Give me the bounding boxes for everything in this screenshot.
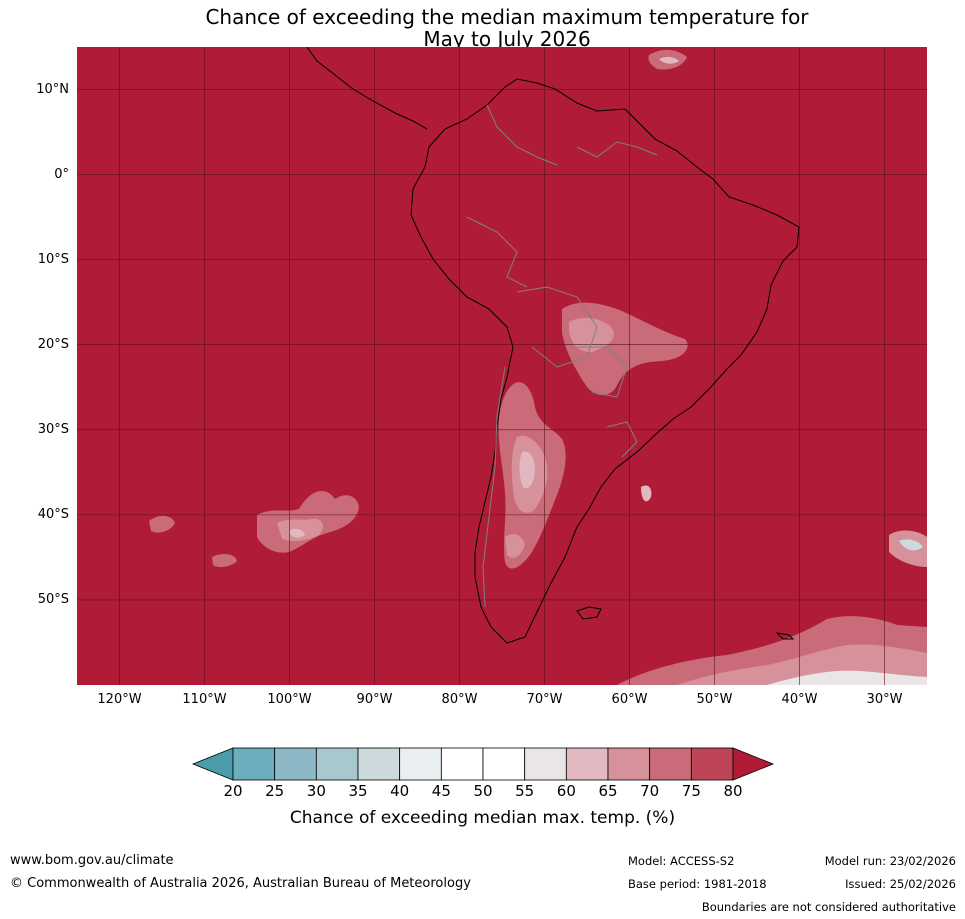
footer-issued: Issued: 25/02/2026 bbox=[845, 877, 956, 891]
longitude-label: 60°W bbox=[611, 692, 648, 707]
colorbar-bin bbox=[482, 747, 526, 781]
coastlines bbox=[306, 47, 800, 644]
colorbar-tick-label: 55 bbox=[515, 782, 535, 800]
colorbar-tick-label: 25 bbox=[265, 782, 285, 800]
longitude-label: 110°W bbox=[182, 692, 227, 707]
longitude-label: 40°W bbox=[781, 692, 818, 707]
border-guianas bbox=[576, 141, 658, 158]
latitude-label: 10°N bbox=[36, 81, 69, 97]
contour-patch-atlantic-north-inner bbox=[659, 56, 679, 64]
latitude-label: 40°S bbox=[37, 506, 69, 522]
colorbar-svg bbox=[191, 747, 775, 781]
border-argentina-chile bbox=[482, 366, 506, 608]
colorbar-label: Chance of exceeding median max. temp. (%… bbox=[289, 808, 676, 828]
border-bolivia bbox=[516, 286, 598, 368]
footer-base-period: Base period: 1981-2018 bbox=[628, 877, 767, 891]
colorbar-bin bbox=[565, 747, 609, 781]
contour-patch-patagonia bbox=[505, 534, 525, 558]
latitude-label: 10°S bbox=[37, 251, 69, 267]
latitude-label: 0° bbox=[54, 166, 69, 182]
contour-patch-southeast-pacific-core bbox=[289, 528, 305, 538]
longitude-label: 120°W bbox=[97, 692, 142, 707]
latitude-label: 20°S bbox=[37, 336, 69, 352]
contour-patch-west-pacific bbox=[149, 515, 175, 533]
footer-website: www.bom.gov.au/climate bbox=[10, 853, 174, 868]
country-borders bbox=[466, 104, 658, 608]
colorbar-bin bbox=[524, 747, 567, 781]
colorbar-above-arrow bbox=[732, 747, 775, 781]
colorbar-tick-label: 80 bbox=[723, 782, 743, 800]
coastline-south-america bbox=[410, 78, 800, 644]
border-uruguay bbox=[606, 421, 638, 458]
contour-patch-falklands-east bbox=[641, 485, 652, 502]
contour-patch-south-atlantic-east-inner bbox=[899, 539, 923, 551]
footer-copyright: © Commonwealth of Australia 2026, Austra… bbox=[10, 876, 471, 891]
coastline-south-georgia bbox=[775, 632, 795, 640]
colorbar-tick-label: 30 bbox=[306, 782, 326, 800]
colorbar-bin bbox=[607, 747, 651, 781]
colorbar-tick-label: 65 bbox=[598, 782, 618, 800]
map-title-line-1: Chance of exceeding the median maximum t… bbox=[205, 5, 809, 29]
colorbar-tick-label: 35 bbox=[348, 782, 368, 800]
colorbar-bin bbox=[357, 747, 401, 781]
latitude-label: 30°S bbox=[37, 421, 69, 437]
forecast-map bbox=[77, 47, 927, 685]
latitude-label: 50°S bbox=[37, 591, 69, 607]
coastline-central-america bbox=[306, 47, 428, 130]
colorbar-tick-label: 45 bbox=[431, 782, 451, 800]
contour-patch-central-brazil-inner bbox=[569, 317, 614, 353]
footer-model-run: Model run: 23/02/2026 bbox=[824, 854, 956, 868]
coastline-falklands bbox=[576, 606, 602, 620]
border-colombia-venezuela bbox=[486, 104, 558, 166]
colorbar-bin bbox=[315, 747, 359, 781]
colorbar-tick-label: 40 bbox=[390, 782, 410, 800]
colorbar-tick-label: 75 bbox=[681, 782, 701, 800]
longitude-label: 100°W bbox=[267, 692, 312, 707]
colorbar-tick-label: 60 bbox=[556, 782, 576, 800]
footer-model: Model: ACCESS-S2 bbox=[628, 854, 735, 868]
colorbar-tick-label: 50 bbox=[473, 782, 493, 800]
contour-patch-argentina-core bbox=[519, 451, 535, 489]
colorbar-bin bbox=[274, 747, 317, 781]
border-peru-brazil bbox=[466, 216, 528, 288]
forecast-map-svg bbox=[77, 47, 927, 685]
colorbar-bin bbox=[399, 747, 442, 781]
map-background bbox=[77, 47, 927, 685]
colorbar-below-arrow bbox=[191, 747, 234, 781]
map-graticule bbox=[77, 47, 927, 685]
colorbar-tick-label: 70 bbox=[640, 782, 660, 800]
longitude-label: 70°W bbox=[526, 692, 563, 707]
contour-patch-west-pacific-south bbox=[212, 553, 237, 568]
longitude-label: 90°W bbox=[356, 692, 393, 707]
footer-disclaimer: Boundaries are not considered authoritat… bbox=[701, 900, 956, 914]
longitude-label: 80°W bbox=[441, 692, 478, 707]
longitude-label: 50°W bbox=[696, 692, 733, 707]
colorbar-tick-label: 20 bbox=[223, 782, 243, 800]
border-paraguay bbox=[577, 346, 628, 398]
colorbar-bin bbox=[690, 747, 734, 781]
probability-contours bbox=[149, 49, 927, 685]
colorbar bbox=[190, 745, 780, 785]
contour-patch-southern-ocean-core bbox=[767, 670, 927, 685]
longitude-label: 30°W bbox=[866, 692, 903, 707]
colorbar-bin bbox=[440, 747, 484, 781]
colorbar-bin bbox=[649, 747, 692, 781]
colorbar-bin bbox=[232, 747, 276, 781]
